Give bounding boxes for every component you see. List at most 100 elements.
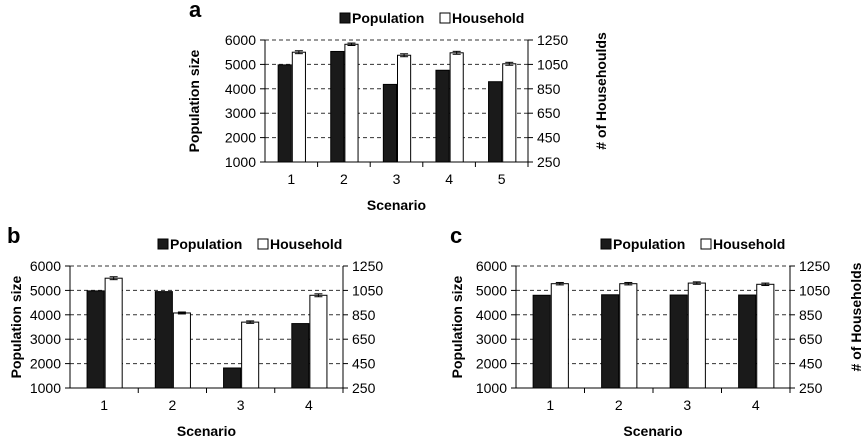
population-bar: [488, 81, 503, 163]
x-tick-label: 4: [752, 397, 760, 413]
household-bar: [449, 52, 464, 163]
y2-tick-label: 450: [537, 130, 561, 146]
y-tick-label: 3000: [30, 331, 61, 347]
y-tick-label: 4000: [30, 307, 61, 323]
legend-label-household: Household: [713, 236, 785, 252]
chart-panel-b: b 1000 2000 3000 4000 5000 6000 250 450 650 850 105…: [7, 223, 383, 439]
population-bar: [330, 50, 345, 163]
x-axis-title: Scenario: [623, 423, 682, 439]
legend: Population Household: [339, 10, 524, 26]
household-bar: [550, 283, 569, 389]
legend-swatch-household: [439, 12, 451, 24]
y2-tick-label: 850: [352, 307, 376, 323]
household-bar: [291, 51, 306, 163]
legend-swatch-population: [339, 12, 351, 24]
y-tick-label: 6000: [30, 258, 61, 274]
y2-tick-label: 250: [799, 380, 823, 396]
y2-tick-label: 1050: [537, 56, 568, 72]
panel-label: b: [7, 223, 20, 248]
household-bar: [241, 321, 260, 389]
y2-tick-label: 850: [537, 81, 561, 97]
legend-swatch-household: [257, 238, 269, 250]
population-bar: [86, 290, 105, 389]
y2-tick-label: 1050: [799, 282, 830, 298]
y2-tick-label: 650: [537, 105, 561, 121]
y2-tick-label: 1050: [352, 282, 383, 298]
y2-axis-title: # of Households: [848, 262, 864, 371]
legend-label-population: Population: [352, 10, 424, 26]
y-tick-label: 4000: [476, 307, 507, 323]
y-tick-label: 2000: [476, 356, 507, 372]
panel-label: a: [189, 0, 202, 22]
y-tick-label: 5000: [476, 282, 507, 298]
population-bar: [382, 83, 398, 163]
household-bar: [619, 283, 638, 389]
panel-label: c: [450, 223, 462, 248]
y2-tick-label: 650: [799, 331, 823, 347]
x-tick-label: 1: [546, 397, 554, 413]
household-bar: [309, 294, 328, 389]
y-axis-title: Population size: [186, 49, 202, 152]
x-tick-label: 1: [100, 397, 108, 413]
y-tick-label: 1000: [30, 380, 61, 396]
y2-tick-label: 850: [799, 307, 823, 323]
y2-tick-label: 250: [537, 154, 561, 170]
legend: Population Household: [157, 236, 342, 252]
chart-panel-a: a 1000 2000 3000 4000 5000 6000 250 450 650 850 105…: [186, 0, 609, 213]
population-bar: [601, 294, 620, 389]
y-tick-label: 3000: [225, 105, 256, 121]
household-bar: [502, 63, 517, 163]
chart-panel-c: c 1000 2000 3000 4000 5000 6000 250 450 650 850 105…: [449, 223, 864, 439]
x-tick-label: 1: [287, 171, 295, 187]
population-bar: [532, 294, 551, 389]
legend: Population Household: [600, 236, 785, 252]
legend-swatch-population: [600, 238, 612, 250]
y-tick-label: 5000: [225, 56, 256, 72]
household-bar: [104, 277, 123, 389]
y-tick-label: 6000: [476, 258, 507, 274]
x-axis-title: Scenario: [367, 197, 426, 213]
x-tick-label: 3: [393, 171, 401, 187]
y2-tick-label: 1250: [799, 258, 830, 274]
legend-label-population: Population: [170, 236, 242, 252]
y-tick-label: 1000: [225, 154, 256, 170]
x-tick-label: 3: [683, 397, 691, 413]
y-tick-label: 4000: [225, 81, 256, 97]
legend-swatch-household: [700, 238, 712, 250]
household-bar: [756, 283, 775, 389]
population-bar: [154, 291, 173, 389]
household-bar: [687, 282, 706, 389]
household-bar: [344, 43, 359, 163]
y-tick-label: 2000: [30, 356, 61, 372]
x-tick-label: 5: [498, 171, 506, 187]
y-tick-label: 2000: [225, 130, 256, 146]
y2-tick-label: 450: [352, 356, 376, 372]
household-bar: [397, 54, 412, 163]
y2-tick-label: 250: [352, 380, 376, 396]
x-tick-label: 2: [168, 397, 176, 413]
y-tick-label: 3000: [476, 331, 507, 347]
legend-label-household: Household: [270, 236, 342, 252]
legend-swatch-population: [157, 238, 169, 250]
household-bar: [172, 312, 191, 389]
x-tick-label: 4: [305, 397, 313, 413]
y-tick-label: 1000: [476, 380, 507, 396]
population-bar: [277, 64, 292, 163]
population-bar: [291, 323, 310, 389]
population-bar: [435, 69, 450, 163]
y-axis-title: Population size: [449, 275, 465, 378]
x-tick-label: 2: [340, 171, 348, 187]
population-bar: [669, 294, 688, 389]
y2-tick-label: 1250: [537, 32, 568, 48]
x-axis-title: Scenario: [177, 423, 236, 439]
y-tick-label: 6000: [225, 32, 256, 48]
legend-label-household: Household: [452, 10, 524, 26]
y2-tick-label: 1250: [352, 258, 383, 274]
population-bar: [223, 367, 242, 389]
legend-label-population: Population: [613, 236, 685, 252]
x-tick-label: 3: [237, 397, 245, 413]
x-tick-label: 2: [615, 397, 623, 413]
y2-tick-label: 450: [799, 356, 823, 372]
y2-axis-title: # of Househoulds: [593, 32, 609, 150]
